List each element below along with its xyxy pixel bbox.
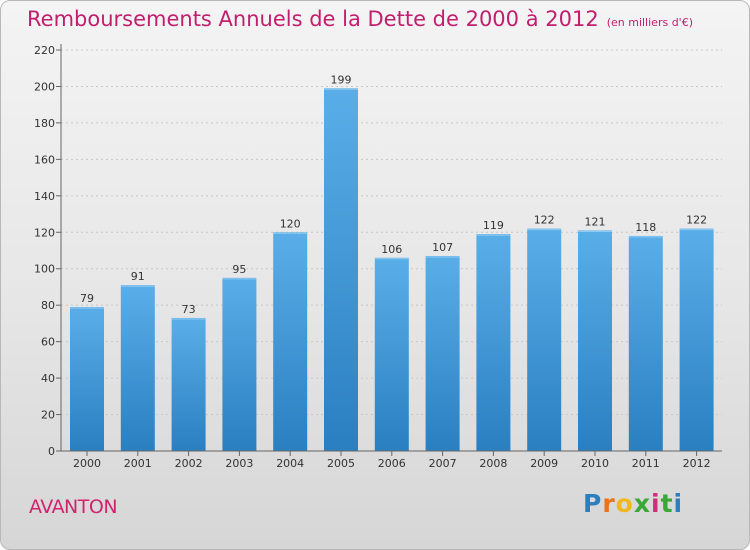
bar xyxy=(70,307,104,451)
axis-layer: 0 20 40 60 80 100 120 140 160 180 200 220 2000 2001 20… xyxy=(34,44,722,470)
x-tick-label: 2003 xyxy=(225,457,253,470)
y-tick-label: 100 xyxy=(34,263,55,276)
bar-value-label: 122 xyxy=(686,214,707,227)
bar xyxy=(273,232,308,451)
x-tick-label: 2005 xyxy=(327,457,355,470)
logo-letter: i xyxy=(651,489,661,518)
x-tick-label: 2002 xyxy=(175,457,203,470)
bar-value-label: 95 xyxy=(232,263,246,276)
logo-letter: o xyxy=(615,489,634,518)
chart-title: Remboursements Annuels de la Dette de 20… xyxy=(27,7,599,31)
bar xyxy=(628,235,663,451)
y-tick-label: 180 xyxy=(34,117,55,130)
x-tick-label: 2000 xyxy=(73,457,101,470)
chart-title-block: Remboursements Annuels de la Dette de 20… xyxy=(27,7,693,31)
bar-value-label: 106 xyxy=(381,243,402,256)
y-tick-label: 120 xyxy=(34,226,55,239)
y-tick-label: 140 xyxy=(34,190,55,203)
bar-value-label: 120 xyxy=(280,217,301,230)
bar-layer: 79 91 73 95 120 199 106 107 119 122 121 118 122 xyxy=(70,73,714,451)
y-tick-label: 160 xyxy=(34,153,55,166)
bar xyxy=(374,257,409,451)
x-tick-label: 2010 xyxy=(581,457,609,470)
x-tick-label: 2011 xyxy=(632,457,660,470)
bar-value-label: 118 xyxy=(635,221,656,234)
y-tick-label: 60 xyxy=(41,336,55,349)
x-tick-label: 2009 xyxy=(530,457,558,470)
y-tick-label: 40 xyxy=(41,372,55,385)
bar-value-label: 73 xyxy=(182,303,196,316)
bar-value-label: 121 xyxy=(585,215,606,228)
x-tick-label: 2001 xyxy=(124,457,152,470)
y-tick-label: 20 xyxy=(41,409,55,422)
x-tick-label: 2008 xyxy=(479,457,507,470)
bar-value-label: 91 xyxy=(131,270,145,283)
logo-letter: r xyxy=(602,489,616,518)
bar-value-label: 107 xyxy=(432,241,453,254)
bar xyxy=(578,230,612,451)
bar xyxy=(222,277,257,451)
bar xyxy=(171,317,206,451)
logo-letter: x xyxy=(633,489,651,518)
proxiti-logo: Proxiti xyxy=(583,489,683,518)
logo-letter: i xyxy=(673,489,684,518)
bar xyxy=(324,88,358,451)
logo-letter: t xyxy=(660,489,674,518)
bar-value-label: 79 xyxy=(80,292,94,305)
bar xyxy=(120,285,155,451)
bar xyxy=(527,228,562,451)
bar-value-label: 122 xyxy=(534,214,555,227)
town-name: AVANTON xyxy=(29,496,118,518)
bar-value-label: 119 xyxy=(483,219,504,232)
bar xyxy=(679,228,714,451)
x-tick-label: 2012 xyxy=(683,457,711,470)
y-tick-label: 220 xyxy=(34,44,55,57)
bar-value-label: 199 xyxy=(331,73,352,86)
bar xyxy=(476,234,511,451)
y-tick-label: 200 xyxy=(34,80,55,93)
chart-subtitle: (en milliers d'€) xyxy=(606,16,693,29)
bar xyxy=(425,255,460,451)
y-tick-label: 0 xyxy=(48,445,55,458)
x-tick-label: 2004 xyxy=(276,457,304,470)
logo-letter: P xyxy=(583,489,603,518)
y-tick-label: 80 xyxy=(41,299,55,312)
x-tick-label: 2007 xyxy=(429,457,457,470)
x-tick-label: 2006 xyxy=(378,457,406,470)
